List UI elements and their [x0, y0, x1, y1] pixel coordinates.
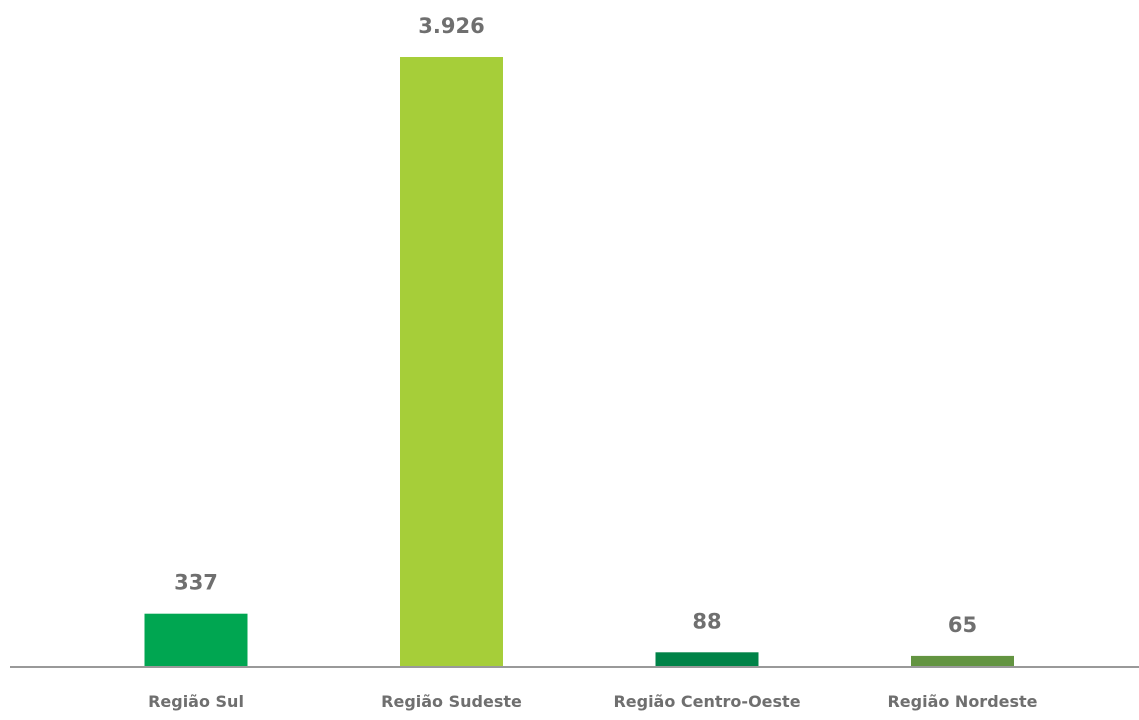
bars-layer	[144, 57, 1014, 666]
category-label-1: Região Sudeste	[381, 692, 522, 711]
bar-value-label-3: 65	[948, 613, 977, 637]
bar-value-label-0: 337	[174, 571, 218, 595]
category-label-3: Região Nordeste	[887, 692, 1037, 711]
bar-1	[400, 57, 503, 666]
bar-value-label-1: 3.926	[418, 14, 484, 38]
bar-value-label-2: 88	[692, 609, 721, 633]
bar-2	[655, 652, 759, 666]
category-labels-layer: Região Sul Região Sudeste Região Centro-Oe…	[148, 692, 1038, 711]
category-label-2: Região Centro-Oeste	[613, 692, 800, 711]
bar-0	[144, 613, 248, 666]
bar-3	[911, 655, 1014, 666]
category-label-0: Região Sul	[148, 692, 244, 711]
labels-layer: 337 3.926 88 65	[174, 14, 977, 637]
